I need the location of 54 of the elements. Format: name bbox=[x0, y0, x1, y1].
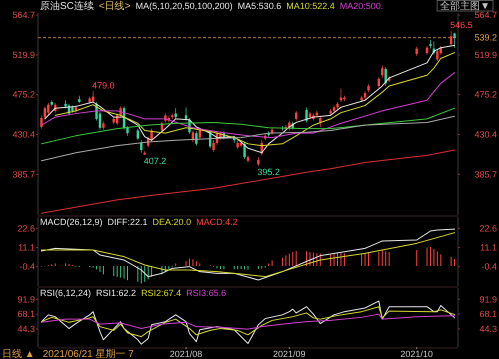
text: MACD:4.2 bbox=[196, 217, 238, 227]
y-tick-label: 68.1 bbox=[17, 309, 35, 320]
text: 2021/06/21 星期一 7 bbox=[42, 348, 134, 359]
y-tick-label: 564.7 bbox=[12, 10, 35, 20]
x-tick-label: 2021/10 bbox=[400, 349, 433, 359]
text: MA10:522.4 bbox=[286, 1, 335, 11]
text: RSI2:67.4 bbox=[141, 288, 182, 298]
legend-title: MACD(26,12,9) bbox=[40, 217, 103, 227]
y2-tick-label: 91.9 bbox=[479, 294, 497, 304]
y2-tick-label: 564.7 bbox=[474, 10, 497, 20]
legend-title: RSI(6,12,24) bbox=[40, 288, 92, 298]
annotation: 407.2 bbox=[144, 156, 166, 166]
y2-tick-label: 385.7 bbox=[474, 169, 497, 180]
y-tick-label: 44.3 bbox=[17, 324, 35, 334]
annotation: 546.5 bbox=[450, 20, 473, 30]
ref-line-label: 539.2 bbox=[474, 32, 497, 43]
text: RSI3:65.6 bbox=[186, 288, 226, 298]
y-tick-label: 91.9 bbox=[17, 294, 35, 304]
y-tick-label: 475.2 bbox=[12, 90, 35, 100]
text: 全部主图▼ bbox=[440, 0, 490, 12]
y2-tick-label: 68.1 bbox=[479, 309, 497, 320]
y-tick-label: 11.1 bbox=[18, 242, 35, 252]
y2-tick-label: -0.4 bbox=[481, 262, 497, 272]
y2-tick-label: 11.1 bbox=[480, 242, 497, 252]
y-tick-label: 385.7 bbox=[12, 169, 35, 180]
chart-subtitle: <日线> bbox=[98, 0, 131, 12]
y2-tick-label: 475.2 bbox=[474, 90, 497, 100]
y-tick-label: 430.4 bbox=[12, 130, 35, 140]
line-series bbox=[40, 306, 456, 338]
line-series bbox=[40, 300, 456, 345]
y2-tick-label: 44.3 bbox=[479, 324, 497, 334]
y-tick-label: -0.4 bbox=[19, 262, 35, 272]
line-series bbox=[40, 314, 456, 330]
chart-title: 原油SC连续 bbox=[40, 0, 94, 12]
x-tick-label: 2021/08 bbox=[170, 349, 202, 359]
text: DEA:20.0 bbox=[152, 217, 192, 227]
line-series bbox=[40, 108, 456, 144]
y2-tick-label: 519.9 bbox=[474, 50, 497, 60]
line-series bbox=[40, 72, 456, 138]
text: 日线 ▲ bbox=[2, 348, 35, 359]
y2-tick-label: 22.6 bbox=[479, 223, 497, 234]
annotation: 395.2 bbox=[257, 166, 280, 177]
series-label: RSI1:62.2 bbox=[96, 288, 136, 298]
annotation: 479.0 bbox=[92, 80, 115, 90]
text: MA20:500. bbox=[340, 1, 384, 11]
y-tick-label: 22.6 bbox=[17, 223, 35, 234]
x-tick-label: 2021/09 bbox=[273, 349, 306, 359]
y-tick-label: 519.9 bbox=[12, 50, 35, 60]
line-series bbox=[44, 44, 456, 154]
y2-tick-label: 430.4 bbox=[474, 130, 497, 140]
text: MA5:530.6 bbox=[238, 1, 282, 11]
line-series bbox=[40, 150, 456, 214]
legend-title: MA(5,10,20,50,100,200) bbox=[136, 1, 233, 11]
text: DIFF:22.1 bbox=[108, 217, 148, 227]
